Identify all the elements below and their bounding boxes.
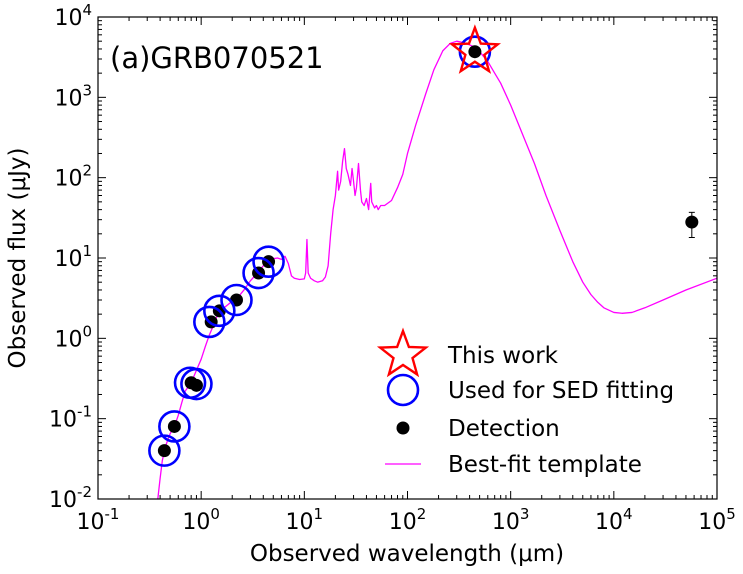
y-tick-label: 10-2 [49, 483, 92, 513]
legend-filled-circle-marker [396, 421, 410, 435]
legend: This work Used for SED fitting Detection… [376, 327, 674, 478]
legend-open-circle-marker [386, 373, 420, 407]
detection-point [157, 444, 171, 458]
sed-fitting-point [252, 245, 285, 278]
y-tick-label: 104 [54, 1, 92, 31]
legend-label-this-work: This work [447, 343, 559, 369]
y-tick-label: 103 [54, 81, 92, 111]
y-tick-label: 10-1 [49, 403, 92, 433]
x-tick-label: 103 [492, 505, 530, 535]
sed-fitting-point [203, 294, 236, 328]
sed-fitting-point [242, 256, 275, 290]
x-tick-label: 105 [698, 505, 736, 535]
detection-point [167, 419, 181, 433]
sed-fitting-point [180, 367, 213, 401]
x-tick-label: 10-1 [77, 505, 120, 535]
sed-fitting-point [148, 434, 181, 467]
sed-fitting-point [193, 305, 226, 339]
y-tick-label: 101 [54, 242, 92, 272]
this-work-star [448, 24, 502, 74]
template-line [157, 40, 717, 499]
x-tick-label: 104 [595, 505, 633, 535]
y-tick-label: 102 [54, 162, 92, 192]
detection-point [468, 45, 482, 59]
y-axis-label: Observed flux (μJy) [5, 148, 31, 369]
legend-label-sed-fitting: Used for SED fitting [448, 378, 674, 404]
detection-point [685, 215, 699, 229]
sed-fitting-point [220, 283, 253, 317]
x-tick-label: 101 [286, 505, 324, 535]
x-tick-label: 102 [389, 505, 427, 535]
y-tick-label: 100 [54, 322, 92, 352]
x-tick-label: 100 [182, 505, 220, 535]
chart-annotation: (a)GRB070521 [110, 41, 324, 75]
x-axis-label: Observed wavelength (μm) [250, 541, 564, 567]
legend-label-detection: Detection [448, 416, 560, 442]
legend-star-marker [376, 327, 430, 378]
sed-fitting-point [158, 410, 191, 443]
detection-point [189, 378, 203, 392]
legend-label-template: Best-fit template [448, 452, 642, 478]
